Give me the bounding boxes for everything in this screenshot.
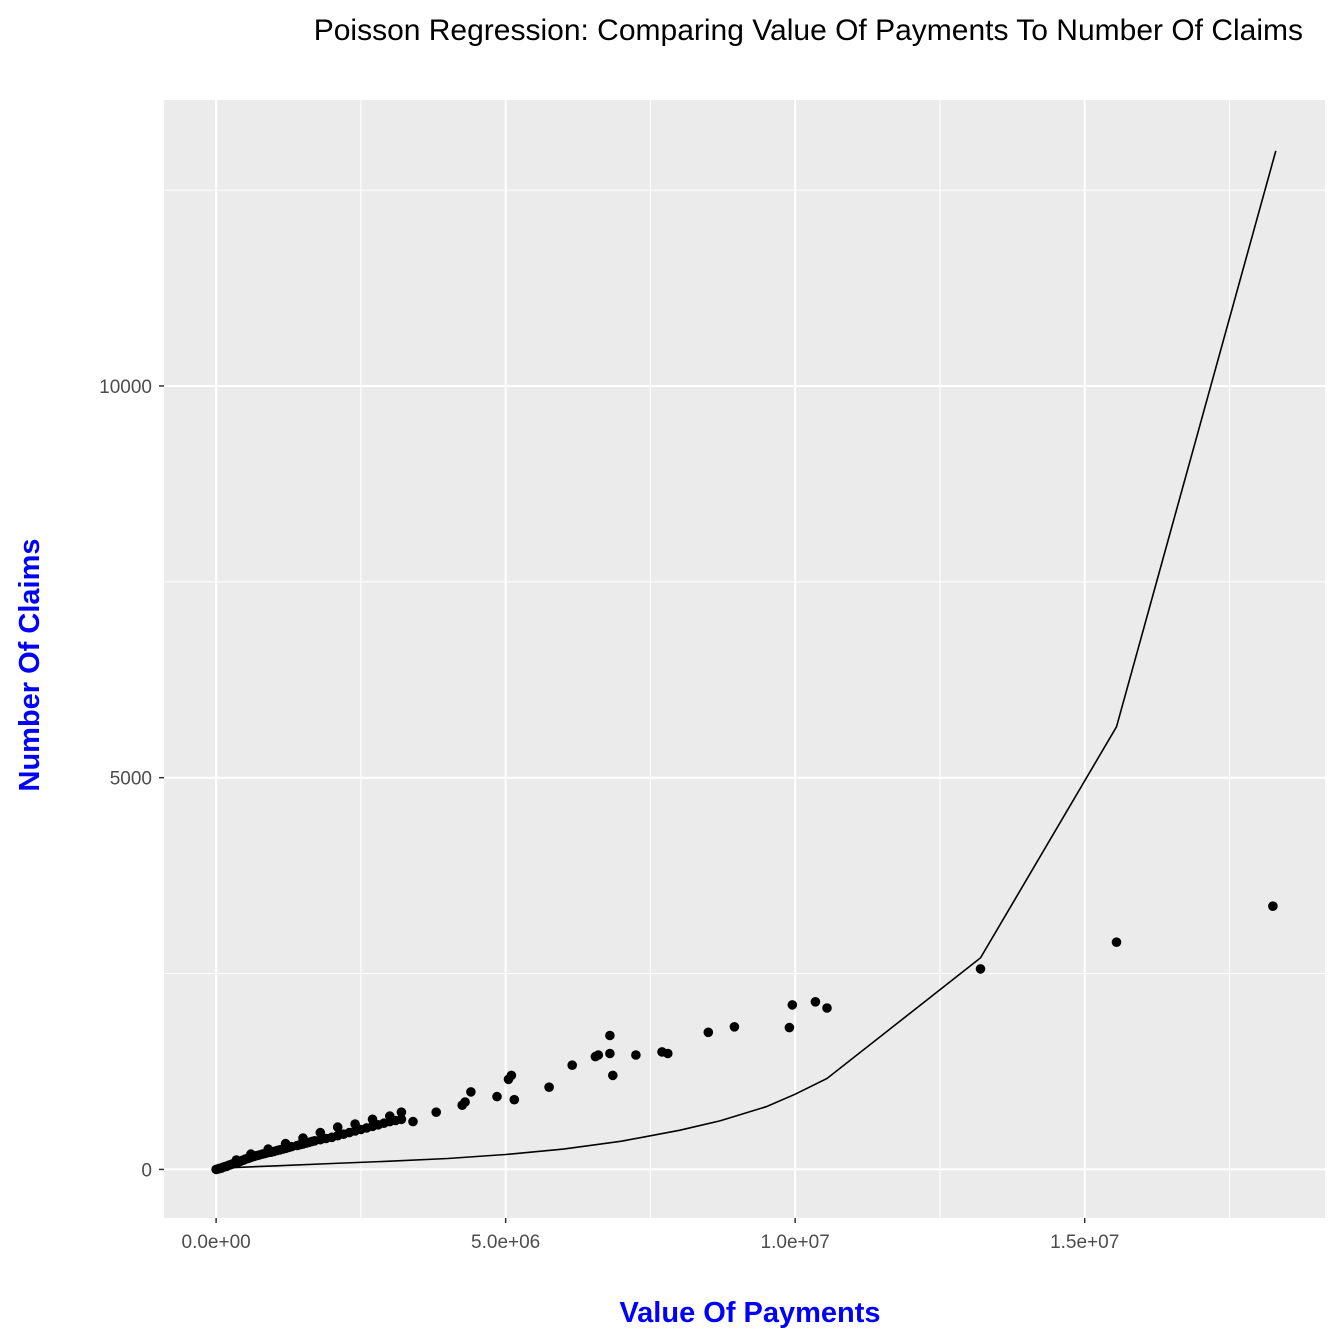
data-point xyxy=(605,1030,615,1041)
y-tick-label: 0 xyxy=(141,1160,152,1181)
data-point xyxy=(408,1116,418,1127)
y-tick-label: 10000 xyxy=(99,377,152,398)
data-point xyxy=(396,1114,407,1125)
data-point xyxy=(608,1070,618,1081)
data-point xyxy=(822,1003,832,1013)
fitted-line xyxy=(216,150,1277,1170)
data-point xyxy=(663,1048,673,1059)
y-tick-label: 5000 xyxy=(110,769,152,790)
data-point xyxy=(350,1119,360,1129)
data-point xyxy=(631,1050,641,1060)
chart-title: Poisson Regression: Comparing Value Of P… xyxy=(314,14,1303,47)
data-point xyxy=(810,997,821,1007)
grid-major xyxy=(164,100,1325,1218)
data-point xyxy=(703,1027,714,1038)
data-point xyxy=(298,1133,308,1143)
data-point xyxy=(460,1097,470,1107)
axes: 0.0e+00 5.0e+06 1.0e+07 1.5e+07 0 5000 10000 xyxy=(99,377,1119,1253)
x-tick-label: 1.5e+07 xyxy=(1050,1232,1119,1253)
data-point xyxy=(605,1048,615,1059)
data-point xyxy=(509,1094,520,1105)
x-axis-title: Value Of Payments xyxy=(619,1297,880,1329)
data-point xyxy=(567,1060,577,1070)
x-tick-label: 0.0e+00 xyxy=(182,1232,251,1253)
data-point xyxy=(593,1050,604,1060)
data-point xyxy=(431,1107,442,1117)
data-point xyxy=(544,1082,554,1092)
data-point xyxy=(1111,937,1122,947)
data-point xyxy=(315,1127,326,1138)
grid-minor xyxy=(164,100,1325,1218)
data-point xyxy=(975,964,986,974)
plot-panel xyxy=(164,100,1325,1218)
data-point xyxy=(246,1149,256,1159)
data-point xyxy=(280,1138,291,1149)
data-point xyxy=(385,1111,395,1121)
data-point xyxy=(492,1091,502,1102)
data-point xyxy=(367,1114,378,1125)
data-point xyxy=(396,1107,407,1117)
data-point xyxy=(784,1022,795,1033)
data-point xyxy=(787,1000,798,1010)
x-tick-label: 1.0e+07 xyxy=(761,1232,830,1253)
data-point xyxy=(729,1022,740,1032)
y-axis-title: Number Of Claims xyxy=(14,539,46,792)
data-point xyxy=(231,1155,242,1165)
x-tick-label: 5.0e+06 xyxy=(471,1232,540,1253)
data-point xyxy=(1268,901,1278,911)
data-point xyxy=(263,1144,274,1154)
data-point xyxy=(506,1070,517,1081)
data-marks xyxy=(211,150,1278,1175)
data-point xyxy=(466,1087,476,1097)
data-point xyxy=(332,1122,343,1132)
